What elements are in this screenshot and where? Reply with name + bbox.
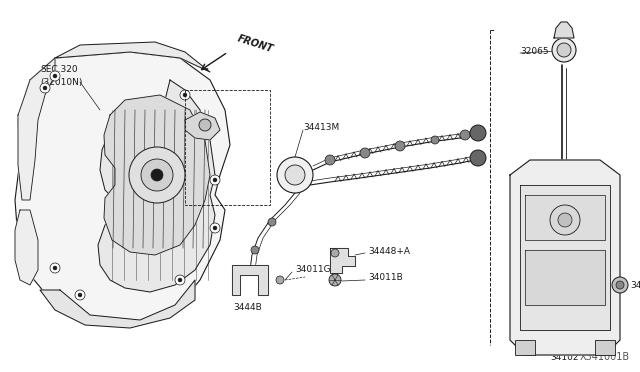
Circle shape	[331, 249, 339, 257]
Text: 3444B: 3444B	[234, 304, 262, 312]
Circle shape	[612, 277, 628, 293]
Circle shape	[213, 178, 217, 182]
Circle shape	[395, 141, 405, 151]
Circle shape	[199, 119, 211, 131]
Circle shape	[151, 169, 163, 181]
Circle shape	[285, 165, 305, 185]
Circle shape	[550, 205, 580, 235]
Text: SEC.320: SEC.320	[40, 65, 77, 74]
Circle shape	[431, 136, 439, 144]
Polygon shape	[232, 265, 268, 295]
Text: 32065: 32065	[520, 48, 548, 57]
Circle shape	[470, 125, 486, 141]
Circle shape	[53, 266, 57, 270]
Text: 34011G: 34011G	[295, 266, 331, 275]
Text: 34413M: 34413M	[303, 124, 339, 132]
Circle shape	[460, 130, 470, 140]
Polygon shape	[510, 160, 620, 355]
Circle shape	[616, 281, 624, 289]
Circle shape	[360, 148, 370, 158]
Circle shape	[552, 38, 576, 62]
Text: (32010N): (32010N)	[40, 77, 83, 87]
Circle shape	[470, 150, 486, 166]
Polygon shape	[98, 80, 215, 292]
Circle shape	[141, 159, 173, 191]
Bar	[515, 340, 535, 355]
Text: 34102: 34102	[551, 353, 579, 362]
Bar	[595, 340, 615, 355]
Circle shape	[129, 147, 185, 203]
Circle shape	[277, 157, 313, 193]
Polygon shape	[330, 248, 355, 273]
Polygon shape	[185, 112, 220, 140]
Circle shape	[210, 223, 220, 233]
Text: 34448+A: 34448+A	[368, 247, 410, 257]
Circle shape	[276, 276, 284, 284]
Polygon shape	[525, 250, 605, 305]
Circle shape	[50, 71, 60, 81]
Circle shape	[558, 213, 572, 227]
Circle shape	[50, 263, 60, 273]
Circle shape	[210, 175, 220, 185]
Polygon shape	[15, 52, 230, 325]
Circle shape	[268, 218, 276, 226]
Circle shape	[251, 246, 259, 254]
Circle shape	[557, 43, 571, 57]
Polygon shape	[15, 210, 38, 285]
Polygon shape	[40, 280, 195, 328]
Polygon shape	[55, 42, 210, 72]
Text: 34011BA: 34011BA	[630, 280, 640, 289]
Circle shape	[325, 155, 335, 165]
Circle shape	[183, 93, 187, 97]
Circle shape	[180, 90, 190, 100]
Polygon shape	[104, 95, 210, 255]
Circle shape	[43, 86, 47, 90]
Polygon shape	[525, 195, 605, 240]
Circle shape	[40, 83, 50, 93]
Circle shape	[175, 275, 185, 285]
Circle shape	[75, 290, 85, 300]
Text: 34011B: 34011B	[368, 273, 403, 282]
Polygon shape	[18, 58, 55, 200]
Polygon shape	[554, 22, 574, 38]
Circle shape	[78, 293, 82, 297]
Polygon shape	[520, 185, 610, 330]
Circle shape	[213, 226, 217, 230]
Circle shape	[53, 74, 57, 78]
Text: X341001B: X341001B	[580, 352, 630, 362]
Text: FRONT: FRONT	[236, 33, 275, 54]
Circle shape	[329, 274, 341, 286]
Circle shape	[178, 278, 182, 282]
